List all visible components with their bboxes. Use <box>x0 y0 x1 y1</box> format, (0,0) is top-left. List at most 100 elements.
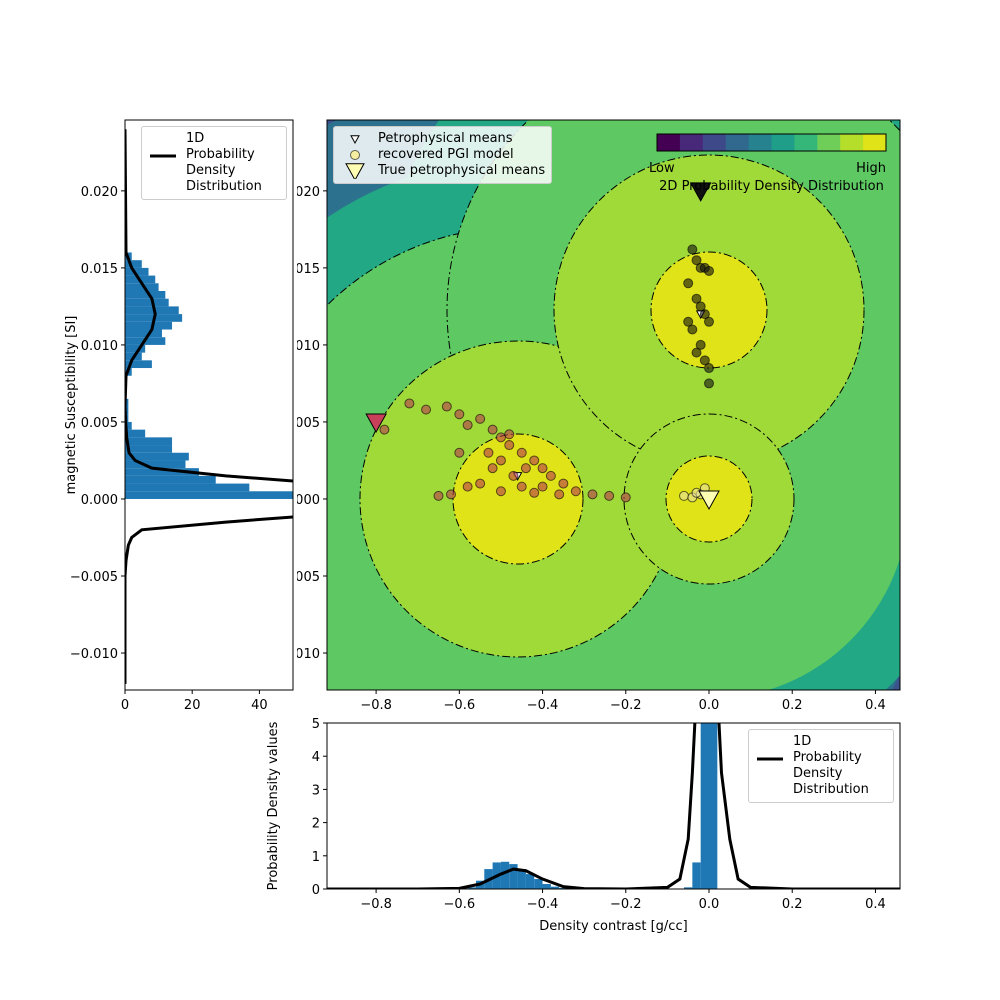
hist-bar <box>550 886 560 889</box>
y-tick-label: 0.010 <box>81 339 118 354</box>
hist-bar <box>500 861 510 889</box>
data-point <box>691 347 702 358</box>
hist-bar <box>125 398 129 407</box>
colorbar-low: Low <box>649 161 675 176</box>
data-point <box>545 470 556 481</box>
y-tick-label: 0.000 <box>81 493 118 508</box>
hist-bar <box>125 452 189 461</box>
panel-background <box>125 120 293 690</box>
plot-area <box>125 129 293 684</box>
legend-entry: recovered PGI model <box>340 147 545 163</box>
data-point <box>537 463 548 474</box>
data-point <box>683 316 694 327</box>
hist-bar <box>125 429 146 438</box>
data-point <box>520 463 531 474</box>
colorbar-cell <box>702 134 727 151</box>
y-tick-label: 5 <box>312 717 320 732</box>
hist-bar <box>125 483 250 492</box>
data-point <box>679 490 690 501</box>
data-point <box>620 492 631 503</box>
hist-bar <box>700 723 709 889</box>
y-axis-label: Probability Density values <box>266 721 281 890</box>
data-point <box>691 293 702 304</box>
hist-bar <box>125 421 132 430</box>
data-point <box>483 447 494 458</box>
data-point <box>475 413 486 424</box>
y-tick-label: −0.010 <box>70 647 118 662</box>
colorbar-cell <box>679 134 704 151</box>
mean-marker <box>689 182 712 202</box>
hist-bar <box>467 887 476 889</box>
data-point <box>691 255 702 266</box>
legend-swatch <box>350 135 360 145</box>
colorbar-cell <box>817 134 841 151</box>
data-point <box>487 424 498 435</box>
hist-bar <box>534 879 543 889</box>
legend-label: Petrophysical means <box>378 131 513 146</box>
hist-bar <box>709 723 718 889</box>
mean-marker <box>365 413 387 433</box>
colorbar-high: High <box>856 161 886 176</box>
legend-label: True petrophysical means <box>378 163 546 178</box>
hist-bar <box>125 360 152 369</box>
hist-bar <box>125 406 129 415</box>
data-point <box>687 324 698 335</box>
data-point <box>516 481 527 492</box>
data-point <box>495 432 506 443</box>
data-point <box>683 278 694 289</box>
y-tick-label: 2 <box>312 817 320 832</box>
data-point <box>537 481 548 492</box>
x-tick-label: −0.6 <box>444 698 476 713</box>
legend-entry: 1D Probability Density Distribution <box>755 734 887 798</box>
x-tick-label: 20 <box>184 698 201 713</box>
hist-bar <box>125 460 186 469</box>
colorbar-label: 2D Probability Density Distribution <box>659 179 884 194</box>
data-point <box>495 455 506 466</box>
data-point <box>454 409 465 420</box>
data-point <box>433 490 444 501</box>
data-point <box>487 463 498 474</box>
x-tick-label: 0.2 <box>782 897 803 912</box>
density-line <box>327 723 900 889</box>
hist-bar <box>125 437 173 446</box>
colorbar-cell <box>840 134 864 151</box>
legend-label: recovered PGI model <box>378 147 514 162</box>
hist-bar <box>125 298 169 307</box>
data-point <box>704 378 714 389</box>
legend-marker <box>350 150 360 160</box>
x-axis-label: Density contrast [g/cc] <box>539 919 687 934</box>
hist-bar <box>125 475 216 484</box>
x-tick-label: 0.0 <box>699 897 720 912</box>
colorbar-frame <box>656 133 887 152</box>
x-tick-label: 0 <box>121 698 129 713</box>
colorbar-cell <box>771 134 795 151</box>
data-point <box>495 486 506 497</box>
legend: 1D Probability Density Distribution <box>141 126 287 200</box>
x-tick-label: −0.8 <box>360 698 392 713</box>
hist-bar <box>125 306 179 315</box>
colorbar-cell <box>657 134 681 151</box>
legend-swatch <box>150 154 176 158</box>
x-tick-label: 0.2 <box>782 698 803 713</box>
data-point <box>508 470 519 481</box>
legend-entry: 1D Probability Density Distribution <box>148 131 280 195</box>
data-point <box>462 481 473 492</box>
colorbar-cell <box>748 134 772 151</box>
data-point <box>704 265 714 276</box>
legend: Petrophysical means recovered PGI model Tr… <box>333 126 553 184</box>
data-point <box>379 424 390 435</box>
axes-frame <box>124 119 294 691</box>
data-point <box>554 489 565 500</box>
y-tick-label: 4 <box>312 750 320 765</box>
data-point <box>446 489 457 500</box>
hist-bar <box>125 329 162 338</box>
legend: 1D Probability Density Distribution <box>748 729 894 803</box>
colorbar-cell <box>794 134 818 151</box>
data-point <box>529 487 540 498</box>
data-point <box>699 355 710 366</box>
hist-bar <box>125 321 173 330</box>
x-tick-label: 0.4 <box>865 897 886 912</box>
hist-bar <box>125 260 142 268</box>
y-axis-label: magnetic Susceptibility [SI] <box>64 316 79 495</box>
